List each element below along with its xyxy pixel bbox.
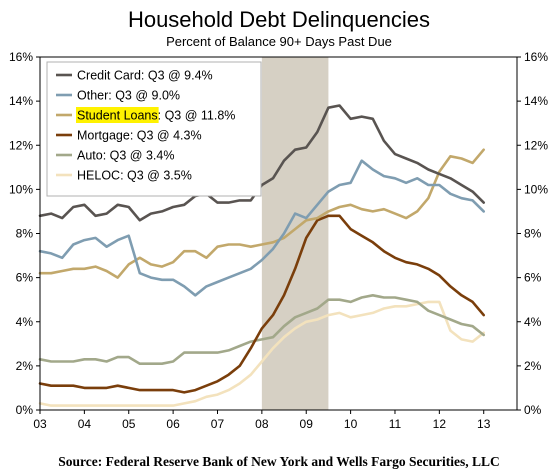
- plot-area: 0% 2% 4% 6% 8% 10% 12% 14% 16% 0% 2% 4% 6% 8% 10% 12% 1…: [9, 50, 548, 431]
- series-lines: [38, 104, 486, 407]
- legend-entry-label: Auto: [77, 149, 103, 163]
- legend-entry-value: : Q3 @ 9.4%: [141, 69, 213, 83]
- legend-entry-value: : Q3 @ 9.0%: [108, 89, 180, 103]
- series-line-mortgage: [38, 214, 486, 394]
- x-tick-label: 06: [166, 417, 180, 431]
- recession-band: [261, 57, 329, 410]
- x-tick-label: 07: [211, 417, 225, 431]
- legend-entry-auto: Auto: Q3 @ 3.4%: [77, 149, 174, 163]
- y-tick-label-right: 12%: [524, 138, 548, 152]
- legend-entry-label: Credit Card: [77, 69, 141, 83]
- y-tick-label-left: 0%: [16, 403, 34, 417]
- legend-entry-value: : Q3 @ 3.5%: [120, 169, 192, 183]
- y-tick-label-left: 8%: [16, 227, 34, 241]
- y-tick-label-left: 12%: [9, 138, 33, 152]
- y-axis-right: 0% 2% 4% 6% 8% 10% 12% 14% 16%: [517, 50, 548, 417]
- legend-entry-credit-card: Credit Card: Q3 @ 9.4%: [77, 69, 213, 83]
- legend-entry-label: Mortgage: [77, 129, 130, 143]
- y-tick-label-left: 4%: [16, 315, 34, 329]
- x-tick-label: 13: [477, 417, 491, 431]
- series-line-auto: [38, 293, 486, 366]
- x-axis: 03 04 05 06 07 08 09 10 11 12 13: [33, 410, 491, 431]
- y-tick-label-right: 14%: [524, 94, 548, 108]
- y-tick-label-right: 4%: [524, 315, 542, 329]
- y-tick-label-left: 10%: [9, 182, 33, 196]
- legend: Credit Card: Q3 @ 9.4% Other: Q3 @ 9.0% St…: [46, 61, 262, 197]
- legend-entry-label: Student Loans: [77, 109, 158, 123]
- y-tick-label-left: 6%: [16, 271, 34, 285]
- x-tick-label: 04: [78, 417, 92, 431]
- legend-entry-other: Other: Q3 @ 9.0%: [77, 89, 180, 103]
- x-tick-label: 10: [344, 417, 358, 431]
- legend-entry-student-loans: Student Loans: Q3 @ 11.8%: [77, 109, 235, 123]
- series-line-heloc: [38, 300, 486, 407]
- series-line-student-loans: [38, 148, 486, 279]
- y-axis-left: 0% 2% 4% 6% 8% 10% 12% 14% 16%: [9, 50, 40, 417]
- legend-box: [46, 61, 262, 197]
- legend-highlight: [76, 107, 159, 123]
- x-tick-label: 03: [33, 417, 47, 431]
- y-tick-label-right: 8%: [524, 227, 542, 241]
- legend-entry-value: : Q3 @ 11.8%: [158, 109, 236, 123]
- y-tick-label-right: 0%: [524, 403, 542, 417]
- chart-subtitle: Percent of Balance 90+ Days Past Due: [166, 34, 392, 49]
- x-tick-label: 05: [122, 417, 136, 431]
- legend-entry-heloc: HELOC: Q3 @ 3.5%: [77, 169, 192, 183]
- x-tick-label: 08: [255, 417, 269, 431]
- x-tick-label: 12: [433, 417, 447, 431]
- y-tick-label-right: 2%: [524, 359, 542, 373]
- legend-entry-label: Other: [77, 89, 108, 103]
- x-tick-label: 09: [300, 417, 314, 431]
- series-line-credit-card: [38, 104, 486, 222]
- y-tick-label-right: 10%: [524, 182, 548, 196]
- legend-entry-value: : Q3 @ 3.4%: [103, 149, 175, 163]
- legend-entry-label: HELOC: [77, 169, 120, 183]
- legend-entry-value: : Q3 @ 4.3%: [130, 129, 202, 143]
- y-tick-label-right: 16%: [524, 50, 548, 64]
- legend-entry-mortgage: Mortgage: Q3 @ 4.3%: [77, 129, 202, 143]
- y-tick-label-left: 16%: [9, 50, 33, 64]
- x-tick-label: 11: [389, 417, 402, 431]
- series-line-other: [38, 159, 486, 297]
- y-tick-label-right: 6%: [524, 271, 542, 285]
- chart-source: Source: Federal Reserve Bank of New York…: [58, 454, 499, 469]
- plot-frame: [39, 56, 518, 411]
- chart-title: Household Debt Delinquencies: [128, 7, 430, 32]
- y-tick-label-left: 14%: [9, 94, 33, 108]
- y-tick-label-left: 2%: [16, 359, 34, 373]
